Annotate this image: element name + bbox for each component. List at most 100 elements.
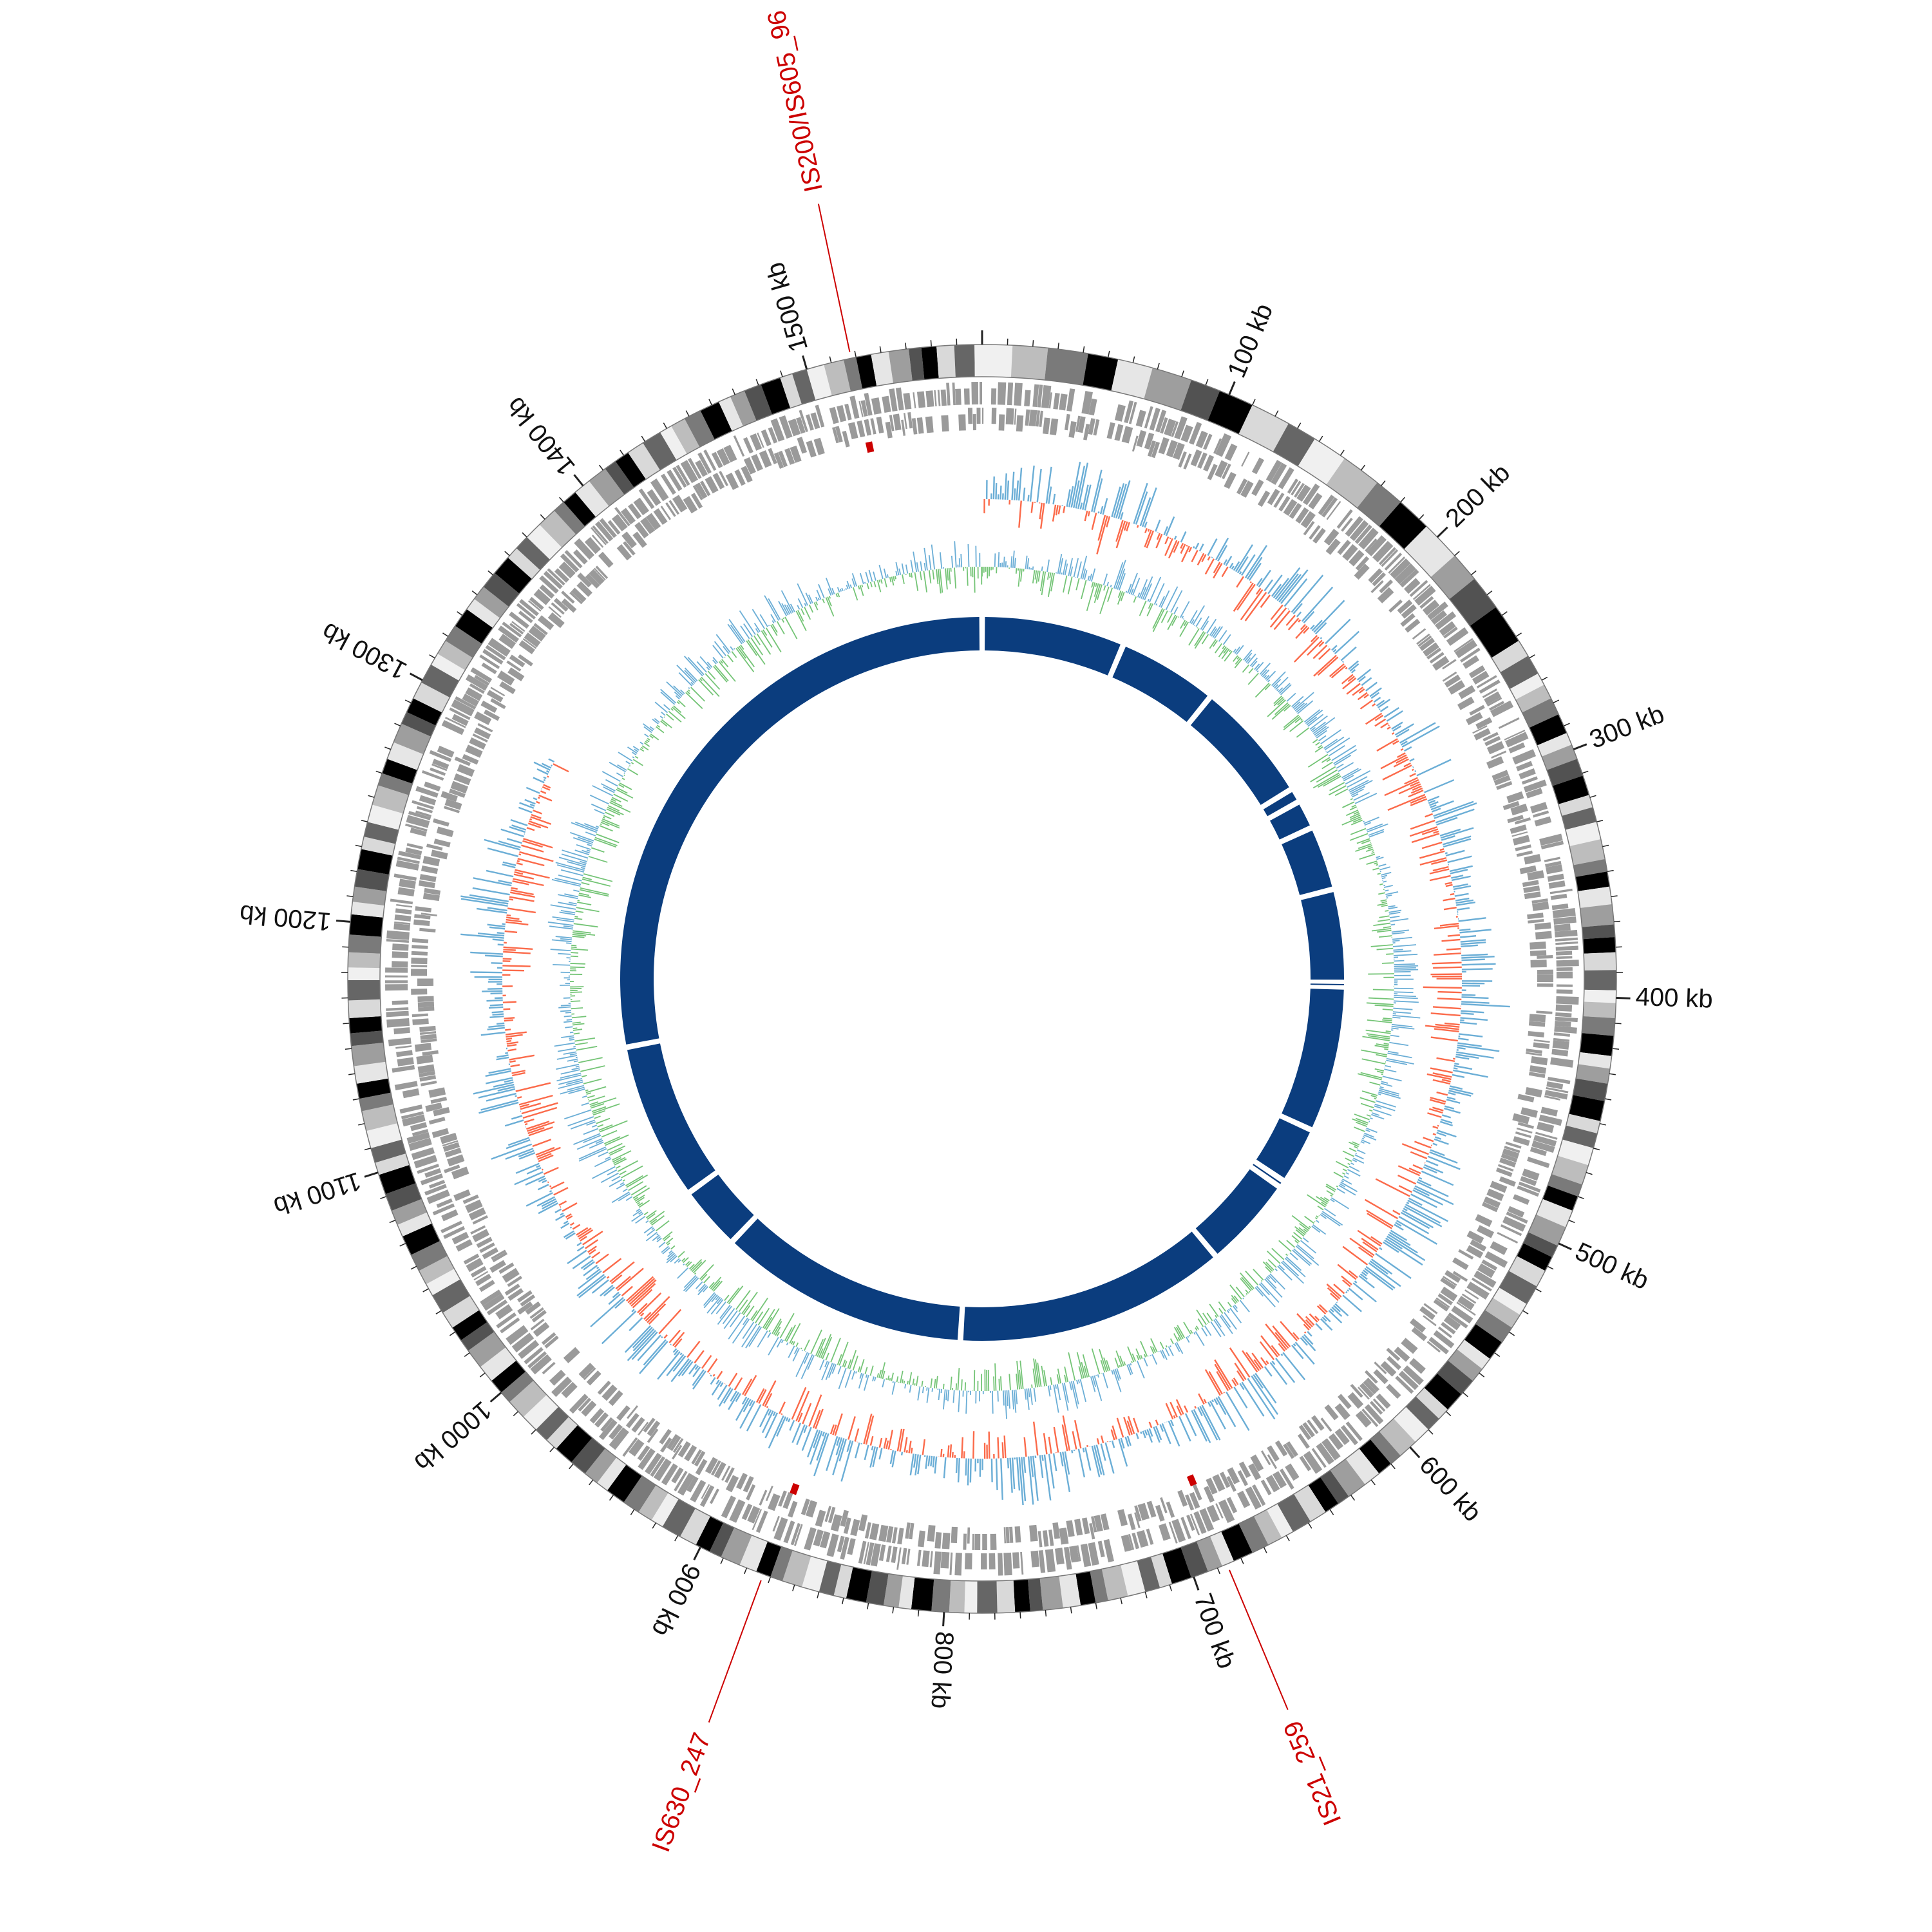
gc-content-bar bbox=[1034, 570, 1037, 580]
gc-skew-bar bbox=[1048, 486, 1052, 504]
gc-content-bar bbox=[656, 1233, 659, 1236]
gene-block bbox=[1471, 1277, 1492, 1292]
gene-block bbox=[1528, 1072, 1546, 1078]
gc-content-bar bbox=[1224, 650, 1233, 662]
gc-content-bar bbox=[559, 911, 575, 916]
gc-content-bar bbox=[905, 564, 909, 574]
gene-block bbox=[444, 799, 462, 810]
gc-content-bar bbox=[1092, 1376, 1097, 1387]
minor-tick bbox=[1390, 1463, 1396, 1470]
gc-skew-bar bbox=[766, 1406, 769, 1408]
gc-content-bar bbox=[1321, 1211, 1343, 1226]
gc-skew-bar bbox=[674, 1338, 683, 1348]
gene-block bbox=[981, 1553, 987, 1570]
gc-content-bar bbox=[815, 596, 819, 601]
gc-content-bar bbox=[776, 1338, 782, 1348]
gc-content-bar bbox=[1374, 1103, 1396, 1112]
gc-content-bar bbox=[1361, 1049, 1388, 1056]
gene-block bbox=[1190, 449, 1202, 467]
gc-content-bar bbox=[974, 567, 976, 593]
gc-content-bar bbox=[560, 938, 572, 941]
gc-content-bar bbox=[1293, 692, 1314, 710]
gc-content-bar bbox=[842, 1359, 846, 1367]
gene-block bbox=[694, 1450, 706, 1467]
gc-content-bar bbox=[656, 726, 665, 734]
gc-skew-bar bbox=[1432, 1126, 1439, 1130]
gene-block bbox=[1529, 1065, 1547, 1074]
gc-content-bar bbox=[601, 818, 620, 827]
gene-block bbox=[1265, 460, 1282, 482]
gc-skew-bar bbox=[1332, 649, 1337, 653]
minor-tick bbox=[1568, 1219, 1575, 1224]
gc-content-bar bbox=[1370, 1095, 1378, 1098]
gene-block bbox=[858, 401, 864, 417]
gc-content-bar bbox=[1212, 639, 1218, 647]
gc-content-bar bbox=[1310, 766, 1336, 782]
gc-content-bar bbox=[1376, 1054, 1387, 1057]
ideogram-band bbox=[359, 1092, 393, 1112]
gc-content-bar bbox=[837, 587, 840, 592]
gene-block bbox=[1354, 524, 1372, 544]
gene-block bbox=[1158, 437, 1170, 455]
gc-content-bar bbox=[1345, 770, 1371, 785]
gc-skew-bar bbox=[542, 1200, 558, 1210]
gene-block bbox=[1149, 408, 1160, 431]
gc-skew-bar bbox=[1175, 1399, 1184, 1415]
gene-block bbox=[1466, 712, 1483, 725]
gene-block bbox=[1454, 638, 1473, 652]
gc-skew-bar bbox=[516, 862, 523, 866]
gc-skew-bar bbox=[1454, 1063, 1459, 1065]
gc-skew-bar bbox=[1094, 1445, 1103, 1475]
gene-block bbox=[1068, 421, 1077, 439]
gc-content-bar bbox=[1350, 1162, 1354, 1166]
gc-skew-bar bbox=[1461, 994, 1476, 996]
gc-content-bar bbox=[908, 1372, 913, 1385]
gc-skew-bar bbox=[1168, 1420, 1180, 1447]
gene-block bbox=[1452, 1257, 1469, 1271]
gene-block bbox=[1502, 800, 1520, 810]
gene-block bbox=[551, 602, 565, 615]
gene-block bbox=[1325, 538, 1341, 555]
minor-tick bbox=[879, 346, 882, 353]
minor-tick bbox=[663, 422, 667, 429]
gene-block bbox=[474, 727, 491, 739]
gene-block bbox=[714, 1461, 726, 1479]
gc-skew-bar bbox=[1198, 544, 1204, 552]
gene-block bbox=[761, 429, 772, 446]
gc-skew-bar bbox=[639, 1340, 668, 1374]
gene-block bbox=[1103, 1539, 1114, 1563]
gc-content-bar bbox=[1196, 1309, 1207, 1325]
gc-content-bar bbox=[572, 932, 596, 936]
gc-skew-bar bbox=[1106, 516, 1111, 527]
gene-block bbox=[905, 1522, 911, 1539]
gc-content-bar bbox=[1011, 1390, 1014, 1410]
gc-content-bar bbox=[747, 639, 766, 665]
minor-tick bbox=[1057, 343, 1059, 350]
gene-block bbox=[1308, 493, 1323, 509]
gc-content-bar bbox=[1384, 1068, 1397, 1073]
gene-block bbox=[1531, 1141, 1555, 1153]
gene-block bbox=[1054, 1548, 1065, 1565]
gc-skew-bar bbox=[1461, 1001, 1490, 1004]
gc-skew-bar bbox=[1236, 576, 1244, 588]
gene-block bbox=[1206, 1504, 1220, 1523]
gc-content-bar bbox=[838, 1367, 847, 1390]
gene-block bbox=[1556, 971, 1573, 979]
gc-content-bar bbox=[730, 624, 744, 643]
gene-block bbox=[421, 770, 444, 781]
gc-content-bar bbox=[1285, 1253, 1288, 1256]
gc-content-bar bbox=[1342, 1150, 1354, 1157]
gc-skew-bar bbox=[1361, 1238, 1379, 1251]
gene-block bbox=[410, 1122, 428, 1132]
gc-skew-bar bbox=[972, 1431, 975, 1459]
gene-block bbox=[1444, 674, 1461, 688]
gc-skew-bar bbox=[1449, 1087, 1473, 1095]
gc-skew-bar bbox=[535, 1146, 555, 1156]
gc-content-bar bbox=[667, 1242, 670, 1245]
gc-content-bar bbox=[1231, 1294, 1238, 1303]
gene-block bbox=[499, 681, 516, 694]
gc-skew-bar bbox=[526, 1167, 542, 1175]
ideogram-band bbox=[1557, 1139, 1594, 1166]
gc-content-bar bbox=[1312, 721, 1326, 733]
